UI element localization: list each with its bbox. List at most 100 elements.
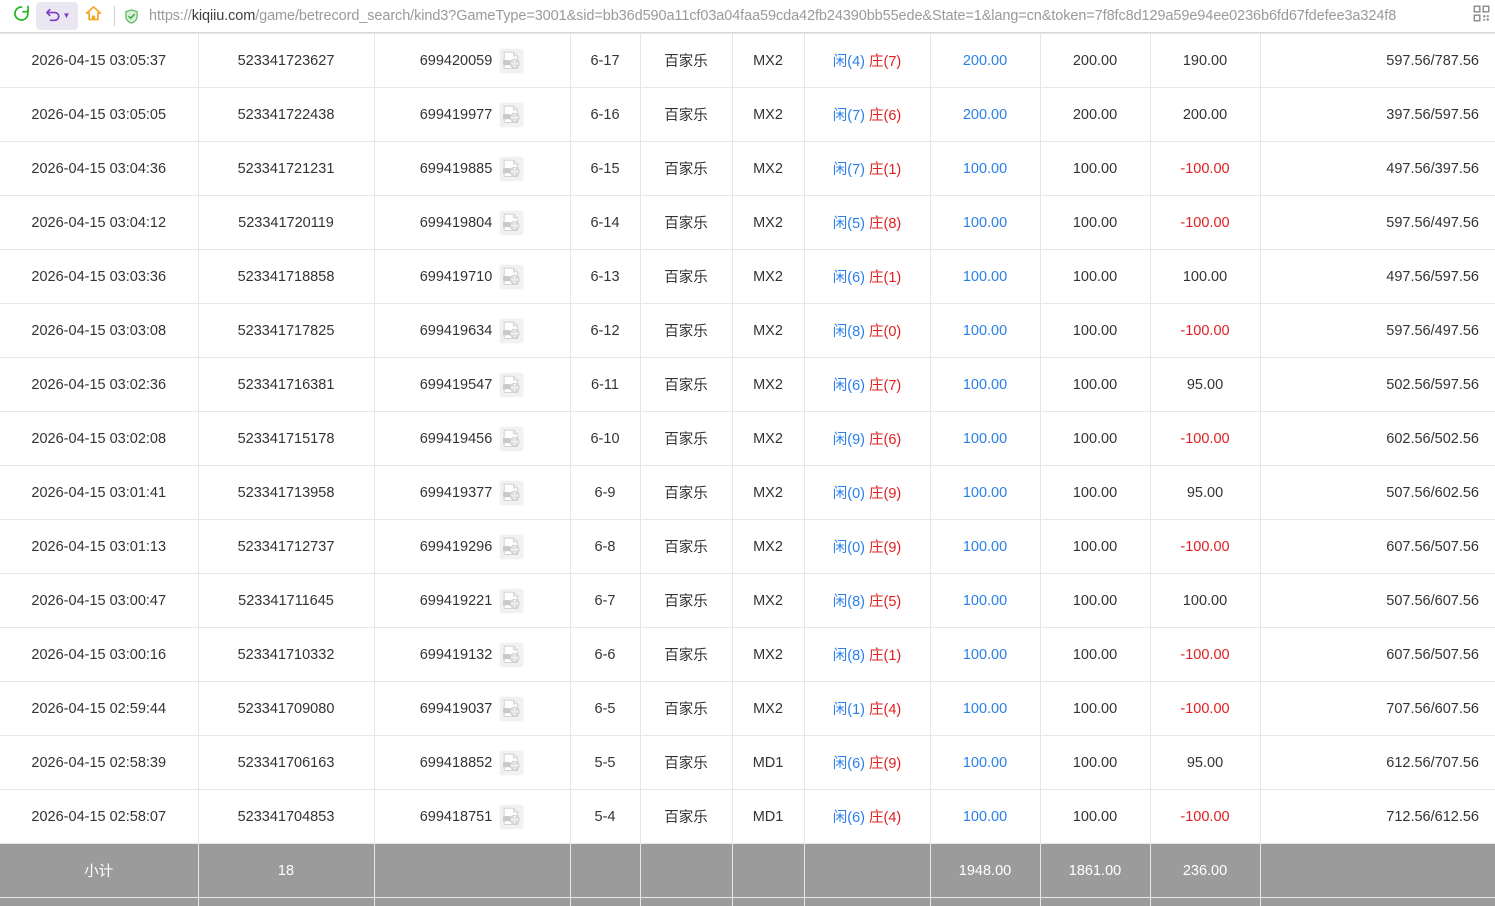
cell-order-no-text: 523341712737: [237, 538, 335, 555]
video-record-button[interactable]: [499, 534, 524, 560]
table-row[interactable]: 2026-04-15 03:00:47 523341711645 699419221…: [0, 573, 1495, 628]
video-record-button[interactable]: [499, 102, 524, 128]
cell-table-no: 6-14: [570, 195, 641, 250]
video-record-icon[interactable]: [499, 804, 524, 830]
bet-record-table: 2026-04-15 03:05:37 523341723627 699420059…: [0, 33, 1495, 906]
video-record-button[interactable]: [499, 804, 524, 830]
table-row[interactable]: 2026-04-15 03:02:36 523341716381 699419547…: [0, 357, 1495, 412]
video-record-icon[interactable]: [499, 318, 524, 344]
table-row[interactable]: 2026-04-15 03:00:16 523341710332 699419132…: [0, 627, 1495, 682]
url-text[interactable]: https://kiqiiu.com/game/betrecord_search…: [149, 8, 1396, 24]
video-record-icon[interactable]: [499, 426, 524, 452]
shield-security-icon[interactable]: [123, 8, 140, 25]
table-row[interactable]: 2026-04-15 03:03:36 523341718858 699419710…: [0, 249, 1495, 304]
cell-result: 闲(8) 庄(5): [804, 573, 931, 628]
cell-order-no: 523341720119: [198, 195, 375, 250]
cell-bet-time-text: 2026-04-15 02:58:39: [31, 754, 167, 771]
chevron-down-icon[interactable]: ▼: [62, 11, 71, 20]
video-record-icon[interactable]: [499, 210, 524, 236]
cell-bet-amount-text: 100.00: [962, 268, 1008, 285]
video-record-button[interactable]: [499, 372, 524, 398]
table-row[interactable]: 2026-04-15 02:58:07 523341704853 699418751…: [0, 789, 1495, 844]
cell-bet-amount: 100.00: [930, 249, 1041, 304]
cell-bet-amount: 100.00: [930, 573, 1041, 628]
table-row[interactable]: 2026-04-15 03:05:37 523341723627 699420059…: [0, 33, 1495, 88]
round-no-text: 699419547: [419, 376, 493, 393]
cell-seat-code-text: MX2: [753, 538, 783, 555]
cell-game-name-text: 百家乐: [664, 810, 708, 826]
video-record-button[interactable]: [499, 696, 524, 722]
result-banker: 庄(5): [869, 594, 902, 610]
cell-seat-code-text: MX2: [753, 430, 783, 447]
result-banker: 庄(7): [869, 378, 902, 394]
video-record-icon[interactable]: [499, 48, 524, 74]
video-record-icon[interactable]: [499, 750, 524, 776]
bet-record-table-container[interactable]: 2026-04-15 03:05:37 523341723627 699420059…: [0, 33, 1495, 906]
video-record-button[interactable]: [499, 642, 524, 668]
result-banker: 庄(8): [869, 216, 902, 232]
video-record-icon[interactable]: [499, 480, 524, 506]
cell-win-amount: -100.00: [1150, 303, 1261, 358]
round-no-text: 699419804: [419, 214, 493, 231]
result-banker: 庄(7): [869, 54, 902, 70]
summary-blank-table: [570, 843, 641, 898]
round-no-text: 699419885: [419, 160, 493, 177]
cell-win-amount-text: -100.00: [1180, 322, 1230, 339]
cell-win-amount: 95.00: [1150, 735, 1261, 790]
video-record-icon[interactable]: [499, 642, 524, 668]
video-record-icon[interactable]: [499, 264, 524, 290]
home-button[interactable]: [78, 2, 108, 30]
video-record-icon[interactable]: [499, 372, 524, 398]
video-record-icon[interactable]: [499, 696, 524, 722]
cell-game-name-text: 百家乐: [664, 756, 708, 772]
video-record-icon[interactable]: [499, 102, 524, 128]
round-no-text: 699419377: [419, 484, 493, 501]
table-row[interactable]: 2026-04-15 03:02:08 523341715178 699419456…: [0, 411, 1495, 466]
result-player: 闲(5): [832, 216, 865, 232]
cell-round-no: 699419977: [374, 87, 571, 142]
cell-round-no: 699418751: [374, 789, 571, 844]
cell-round-no: 699419547: [374, 357, 571, 412]
cell-balance: 497.56/597.56: [1260, 249, 1495, 304]
video-record-icon[interactable]: [499, 156, 524, 182]
round-cell-inner: 699418852: [385, 750, 560, 776]
video-record-button[interactable]: [499, 210, 524, 236]
cell-table-no-text: 6-12: [590, 322, 620, 339]
table-row[interactable]: 2026-04-15 03:01:41 523341713958 699419377…: [0, 465, 1495, 520]
video-record-button[interactable]: [499, 750, 524, 776]
cell-table-no: 6-6: [570, 627, 641, 682]
video-record-button[interactable]: [499, 156, 524, 182]
video-record-icon[interactable]: [499, 588, 524, 614]
video-record-button[interactable]: [499, 48, 524, 74]
cell-seat-code-text: MX2: [753, 322, 783, 339]
table-row[interactable]: 2026-04-15 03:01:13 523341712737 699419296…: [0, 519, 1495, 574]
table-row[interactable]: 2026-04-15 03:03:08 523341717825 699419634…: [0, 303, 1495, 358]
back-button[interactable]: ▼: [36, 2, 78, 30]
video-record-button[interactable]: [499, 318, 524, 344]
summary-count: 18: [198, 897, 375, 906]
result-player: 闲(7): [832, 162, 865, 178]
video-record-icon[interactable]: [499, 534, 524, 560]
result-banker: 庄(6): [869, 432, 902, 448]
video-record-button[interactable]: [499, 588, 524, 614]
cell-balance: 607.56/507.56: [1260, 627, 1495, 682]
video-record-button[interactable]: [499, 264, 524, 290]
cell-bet-time-text: 2026-04-15 03:04:12: [31, 214, 167, 231]
cell-balance: 612.56/707.56: [1260, 735, 1495, 790]
table-row[interactable]: 2026-04-15 02:58:39 523341706163 699418852…: [0, 735, 1495, 790]
round-no-text: 699419710: [419, 268, 493, 285]
reload-button[interactable]: [6, 2, 36, 30]
qr-code-button[interactable]: [1473, 5, 1490, 27]
video-record-button[interactable]: [499, 480, 524, 506]
table-row[interactable]: 2026-04-15 02:59:44 523341709080 699419037…: [0, 681, 1495, 736]
table-row[interactable]: 2026-04-15 03:04:12 523341720119 699419804…: [0, 195, 1495, 250]
cell-bet-time: 2026-04-15 03:02:36: [0, 357, 199, 412]
cell-valid-amount-text: 100.00: [1072, 646, 1118, 663]
table-row[interactable]: 2026-04-15 03:05:05 523341722438 699419977…: [0, 87, 1495, 142]
cell-bet-time-text: 2026-04-15 03:02:36: [31, 376, 167, 393]
video-record-button[interactable]: [499, 426, 524, 452]
table-row[interactable]: 2026-04-15 03:04:36 523341721231 699419885…: [0, 141, 1495, 196]
address-bar[interactable]: https://kiqiiu.com/game/betrecord_search…: [123, 2, 1469, 30]
round-cell-inner: 699420059: [385, 48, 560, 74]
cell-balance: 397.56/597.56: [1260, 87, 1495, 142]
